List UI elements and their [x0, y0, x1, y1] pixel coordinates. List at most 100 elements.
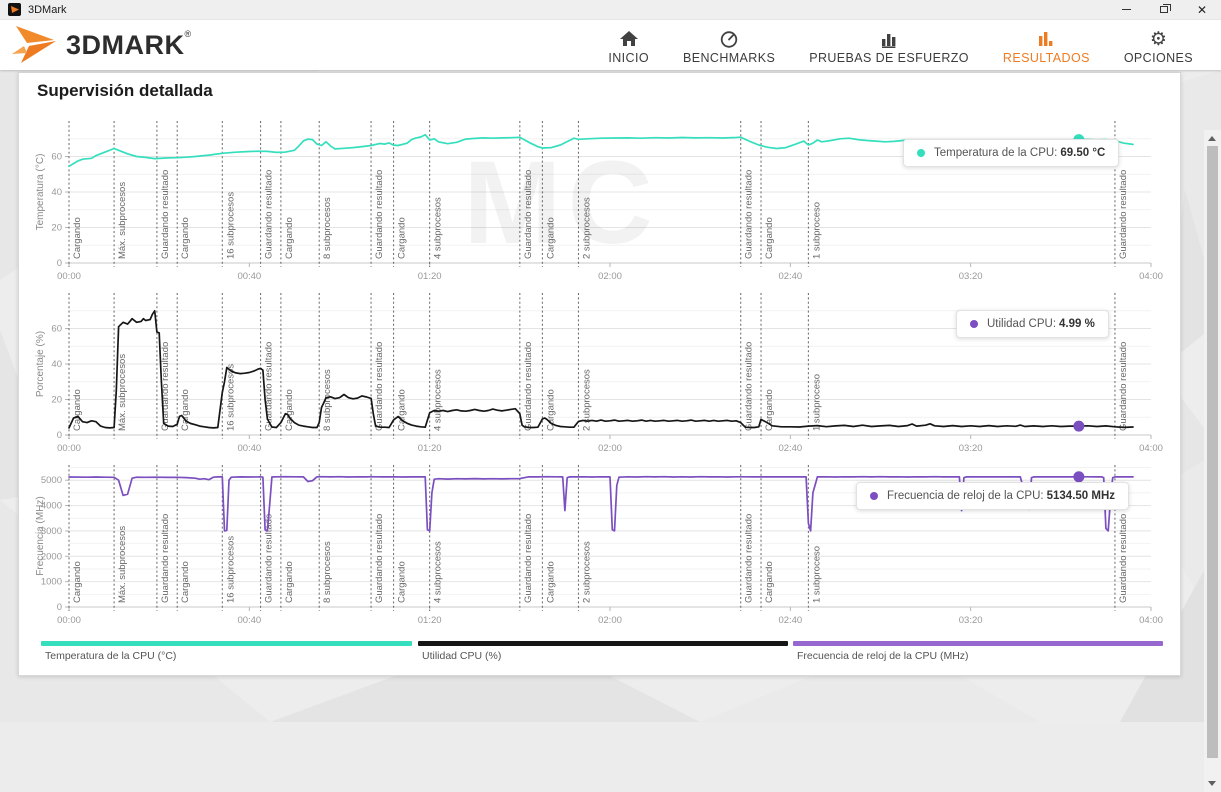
event-label: Guardando resultado [160, 514, 171, 603]
event-label: Guardando resultado [160, 342, 171, 431]
event-label: 4 subprocesos [433, 541, 444, 603]
event-label: Cargando [72, 217, 83, 259]
x-tick-label: 03:20 [959, 443, 983, 454]
event-label: 2 subprocesos [581, 369, 592, 431]
brand-name: 3DMARK [66, 30, 185, 60]
x-tick-label: 02:40 [778, 443, 802, 454]
legend-utilization-bar [418, 641, 788, 646]
axes: 0 20 40 60 00:00 00:40 01:20 02:00 02:40 03:20 04:… [51, 324, 1162, 455]
y-tick-label: 20 [51, 223, 62, 234]
legend-frequency-bar [793, 641, 1163, 646]
event-markers: Cargando Máx. subprocesos Guardando result… [68, 293, 1129, 439]
event-label: Guardando resultado [374, 170, 385, 259]
legend-frequency[interactable]: Frecuencia de reloj de la CPU (MHz) [793, 641, 1163, 667]
event-label: Cargando [180, 217, 191, 259]
event-label: 1 subproceso [811, 202, 822, 259]
x-tick-label: 01:20 [418, 615, 442, 626]
frequency-legend-dot [870, 492, 878, 500]
y-axis-title: Temperatura (°C) [35, 154, 46, 231]
y-axis-title: Porcentaje (%) [35, 331, 46, 397]
cpu-utilization-plot: 0 20 40 60 00:00 00:40 01:20 02:00 02:40 03:20 04:… [35, 293, 1163, 455]
axes: 0 1000 2000 3000 4000 5000 00:00 00:40 01:20 02:0… [41, 475, 1163, 626]
x-tick-label: 03:20 [959, 615, 983, 626]
page-title: Supervisión detallada [37, 81, 213, 100]
nav-item-inicio[interactable]: INICIO [608, 29, 649, 65]
cpu-utilization-chart[interactable]: 0 20 40 60 00:00 00:40 01:20 02:00 02:40 03:20 04:… [31, 285, 1165, 457]
scrollbar-up-arrow-icon[interactable] [1208, 136, 1216, 141]
event-markers: Cargando Máx. subprocesos Guardando result… [68, 121, 1129, 267]
close-icon: ✕ [1196, 2, 1208, 17]
event-label: Cargando [545, 217, 556, 259]
highlighted-data-point [1073, 420, 1085, 432]
brand-logo: 3DMARK ® [12, 25, 191, 65]
event-label: Cargando [764, 389, 775, 431]
x-tick-label: 02:00 [598, 271, 622, 282]
close-button[interactable]: ✕ [1183, 0, 1221, 20]
event-label: Cargando [284, 217, 295, 259]
y-tick-label: 40 [51, 359, 62, 370]
temperature-legend-dot [917, 149, 925, 157]
x-tick-label: 00:40 [237, 443, 261, 454]
event-label: Cargando [397, 561, 408, 603]
nav-item-opciones[interactable]: ⚙ OPCIONES [1123, 29, 1193, 65]
x-tick-label: 01:20 [418, 271, 442, 282]
event-label: 8 subprocesos [322, 541, 333, 603]
frequency-tooltip: Frecuencia de reloj de la CPU: 5134.50 MH… [856, 482, 1130, 510]
x-tick-label: 02:00 [598, 443, 622, 454]
event-label: Cargando [72, 389, 83, 431]
event-label: Cargando [180, 389, 191, 431]
series-line [68, 309, 1134, 429]
event-label: Guardando resultado [523, 514, 534, 603]
legend-utilization[interactable]: Utilidad CPU (%) [418, 641, 788, 667]
nav-item-benchmarks[interactable]: BENCHMARKS [683, 29, 775, 65]
maximize-icon [1160, 4, 1171, 13]
x-tick-label: 02:40 [778, 271, 802, 282]
scrollbar-thumb[interactable] [1207, 146, 1218, 758]
bar-chart-icon [879, 29, 899, 49]
event-label: Guardando resultado [374, 342, 385, 431]
detailed-monitoring-card: Supervisión detallada MC 0 20 40 60 00:00 00:4… [18, 72, 1181, 676]
x-tick-label: 02:00 [598, 615, 622, 626]
event-label: Guardando resultado [160, 170, 171, 259]
nav-item-pruebas-de-esfuerzo[interactable]: PRUEBAS DE ESFUERZO [809, 29, 969, 65]
event-label: Guardando resultado [744, 342, 755, 431]
y-tick-label: 0 [57, 258, 62, 269]
y-tick-label: 60 [51, 324, 62, 335]
event-label: 16 subprocesos [225, 364, 236, 431]
event-label: 16 subprocesos [225, 536, 236, 603]
minimize-button[interactable] [1107, 0, 1145, 20]
y-axis-title: Frecuencia (MHz) [35, 496, 46, 575]
cpu-temperature-chart[interactable]: MC 0 20 40 60 00:00 00:40 01:20 02:00 02:40 03:20 0… [31, 113, 1165, 285]
maximize-button[interactable] [1145, 0, 1183, 20]
x-tick-label: 00:00 [57, 443, 81, 454]
event-markers: Cargando Máx. subprocesos Guardando result… [68, 465, 1129, 611]
x-tick-label: 00:00 [57, 615, 81, 626]
event-label: 16 subprocesos [225, 192, 236, 259]
event-label: 8 subprocesos [322, 369, 333, 431]
temperature-tooltip: Temperatura de la CPU: 69.50 °C [903, 139, 1120, 167]
app-icon [8, 3, 21, 16]
event-label: Cargando [284, 389, 295, 431]
event-label: Guardando resultado [744, 170, 755, 259]
window-titlebar[interactable]: 3DMark ✕ [0, 0, 1221, 20]
event-label: Guardando resultado [523, 342, 534, 431]
event-label: Guardando resultado [1118, 170, 1129, 259]
y-tick-label: 20 [51, 395, 62, 406]
x-tick-label: 04:00 [1139, 271, 1163, 282]
y-tick-label: 0 [57, 430, 62, 441]
event-label: Guardando resultado [523, 170, 534, 259]
event-label: Máx. subprocesos [117, 354, 128, 431]
results-bar-chart-icon [1036, 29, 1056, 49]
axes: 0 20 40 60 00:00 00:40 01:20 02:00 02:40 03:20 04:… [51, 152, 1162, 283]
scrollbar-down-arrow-icon[interactable] [1208, 781, 1216, 786]
nav-item-resultados[interactable]: RESULTADOS [1003, 29, 1090, 65]
event-label: Cargando [545, 561, 556, 603]
vertical-scrollbar[interactable] [1204, 130, 1221, 792]
x-tick-label: 03:20 [959, 271, 983, 282]
legend-temperature[interactable]: Temperatura de la CPU (°C) [41, 641, 412, 667]
event-label: Guardando resultado [264, 342, 275, 431]
legend-temperature-bar [41, 641, 412, 646]
utilization-legend-dot [970, 320, 978, 328]
minimize-icon [1121, 9, 1131, 10]
x-tick-label: 04:00 [1139, 443, 1163, 454]
